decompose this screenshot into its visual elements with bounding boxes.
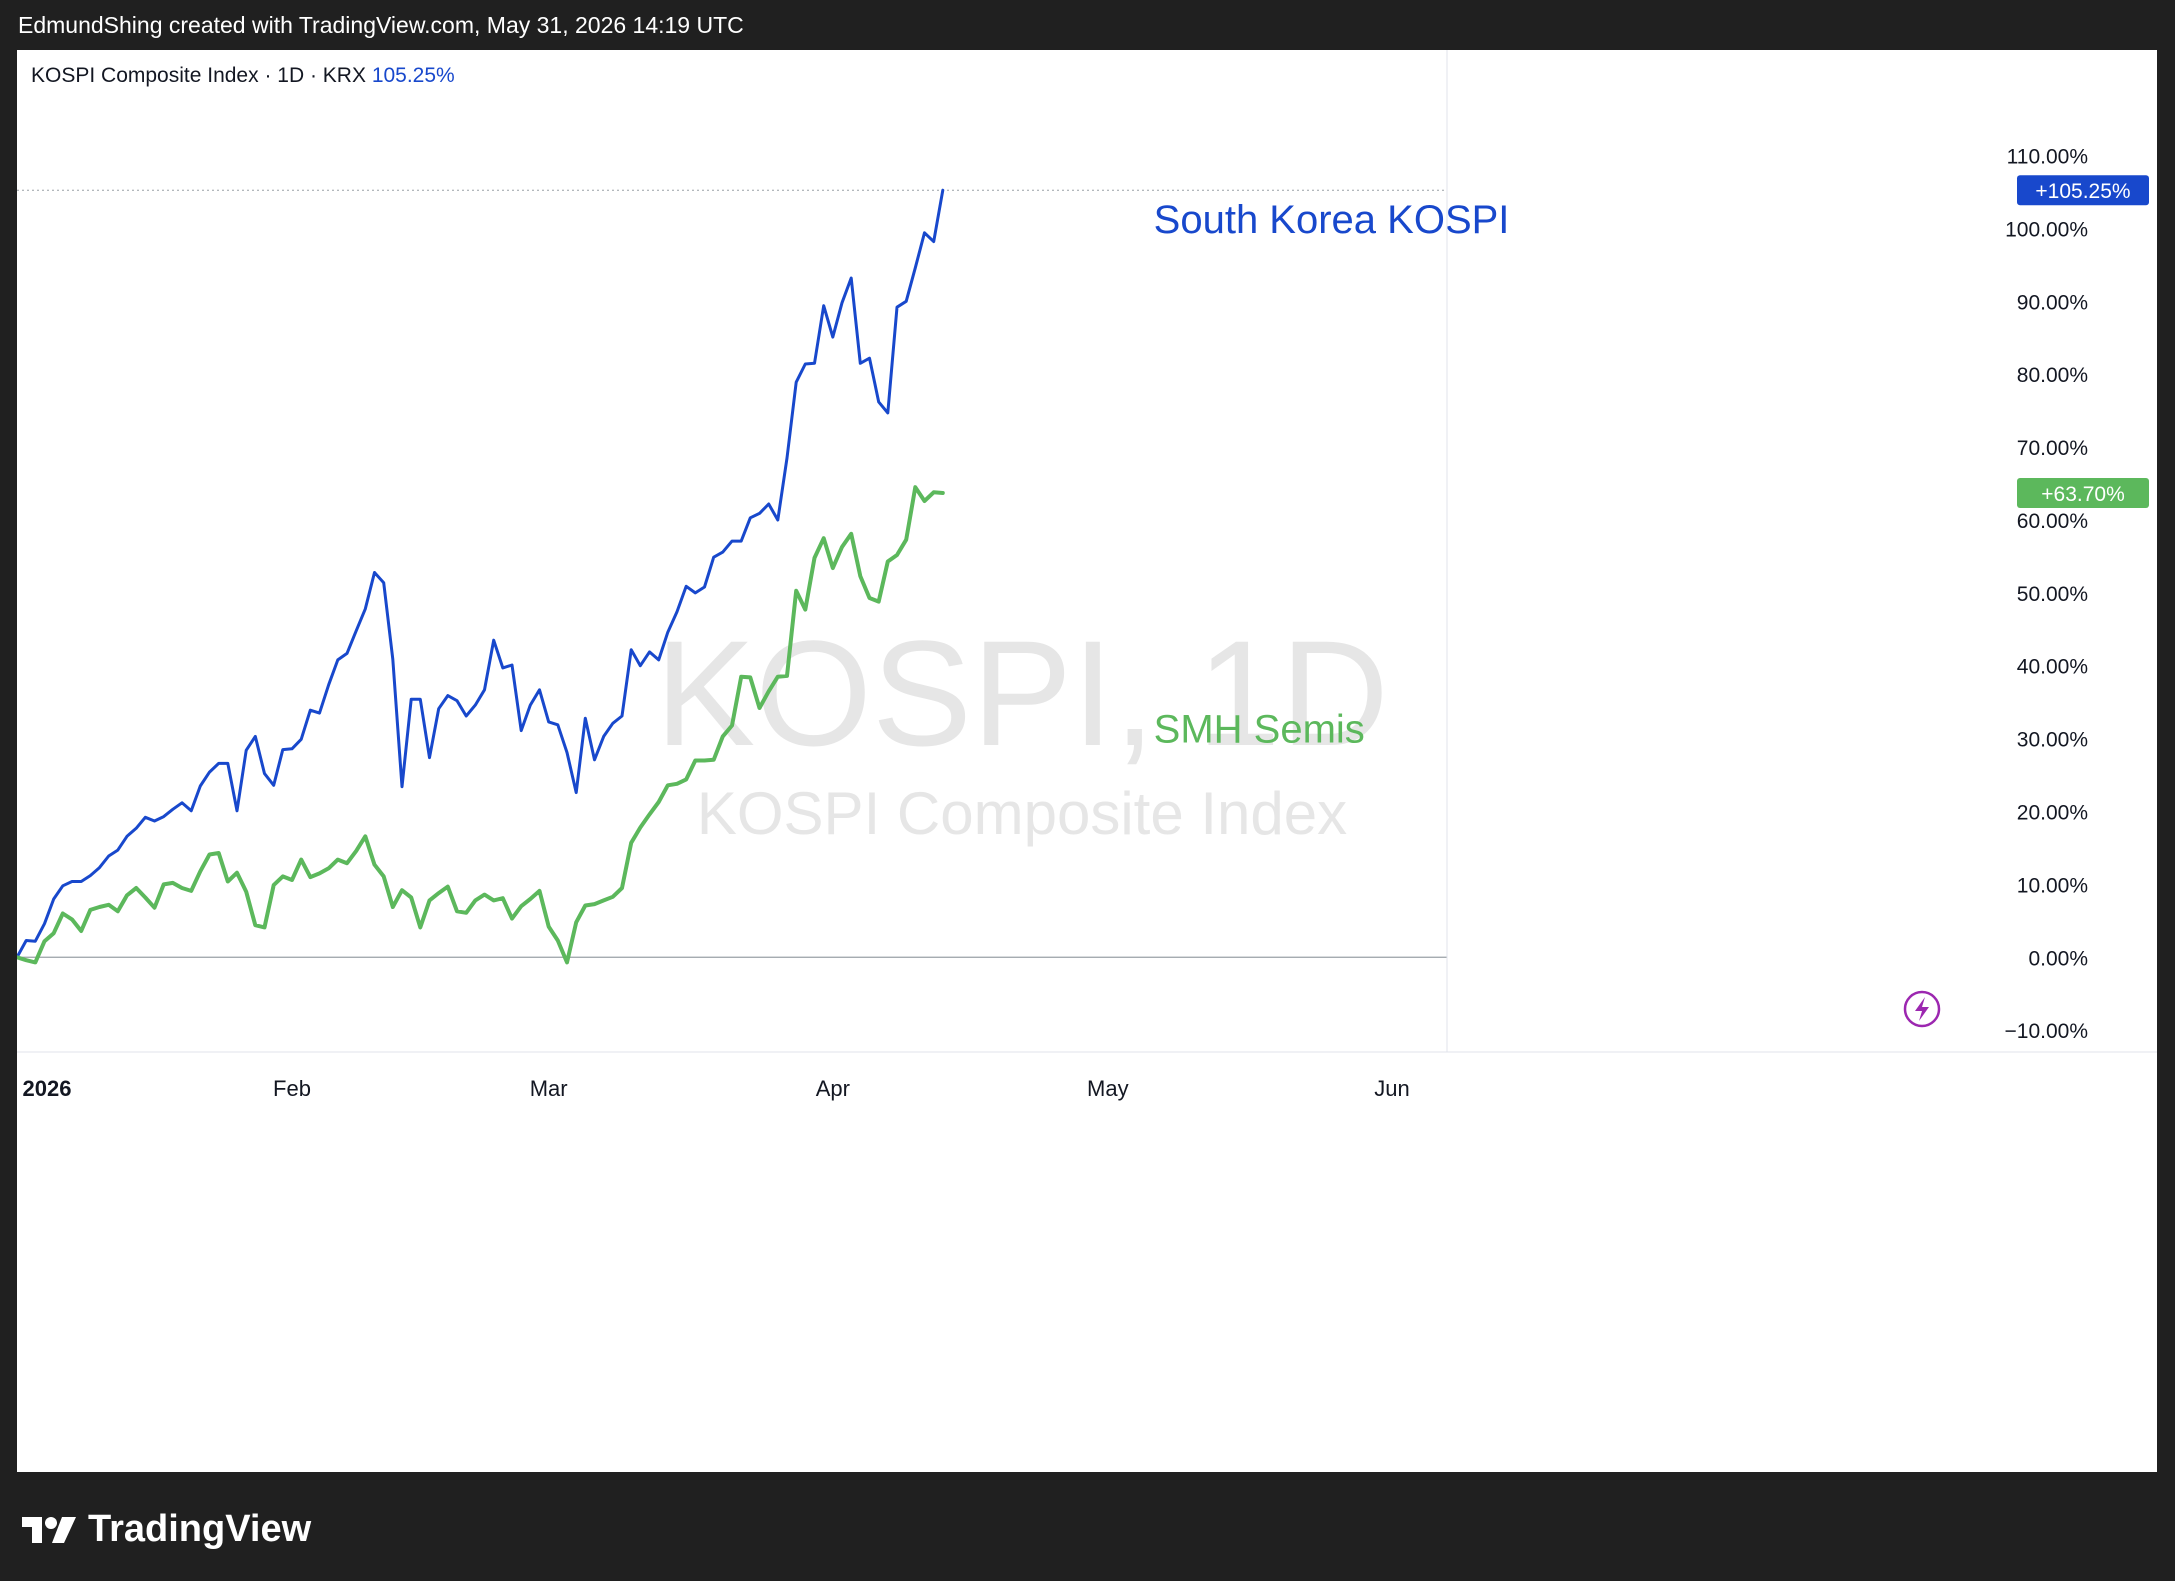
y-tick-label: 40.00%: [2017, 656, 2088, 679]
lightning-icon[interactable]: [1903, 990, 1941, 1028]
symbol-legend[interactable]: KOSPI Composite Index · 1D · KRX 105.25%: [31, 64, 455, 88]
smh-annotation: SMH Semis: [1154, 707, 1365, 751]
kospi-last-value-label: +105.25%: [2035, 180, 2130, 203]
y-tick-label: 100.00%: [2005, 218, 2088, 241]
x-tick-label: May: [1087, 1076, 1129, 1101]
tradingview-logo-icon: [22, 1516, 76, 1543]
alert-layer: [1903, 990, 1941, 1028]
kospi-last-value-badge: [2017, 175, 2149, 206]
y-tick-label: 60.00%: [2017, 510, 2088, 533]
y-tick-label: 90.00%: [2017, 291, 2088, 314]
zero-line-layer: [17, 189, 1447, 958]
y-tick-label: 50.00%: [2017, 583, 2088, 606]
chart-svg[interactable]: South Korea KOSPI SMH Semis 110.00% 100.00…: [17, 50, 2157, 1472]
chart-attribution: EdmundShing created with TradingView.com…: [18, 12, 744, 38]
legend-symbol: KOSPI Composite Index · 1D · KRX: [31, 64, 366, 87]
y-tick-label: 30.00%: [2017, 729, 2088, 752]
brand-name: TradingView: [88, 1508, 312, 1550]
series-layer: [17, 188, 945, 965]
y-tick-label: 20.00%: [2017, 802, 2088, 825]
lightning-icon-bolt: [1915, 997, 1929, 1021]
tradingview-brand[interactable]: TradingView: [22, 1508, 311, 1551]
y-tick-label: 0.00%: [2028, 947, 2088, 970]
x-tick-label: 2026: [23, 1076, 72, 1101]
chart-area[interactable]: KOSPI, 1D KOSPI Composite Index South Ko…: [17, 50, 2157, 1472]
x-tick-label: Mar: [530, 1076, 568, 1101]
x-tick-label: Jun: [1374, 1076, 1409, 1101]
kospi-annotation: South Korea KOSPI: [1154, 198, 1510, 242]
smh-last-value-badge: [2017, 478, 2149, 509]
y-tick-label: −10.00%: [2005, 1020, 2089, 1043]
symbol-description-watermark: KOSPI Composite Index: [696, 780, 1348, 847]
y-tick-label: 70.00%: [2017, 437, 2088, 460]
footer: TradingView: [0, 1472, 2175, 1581]
kospi-series-line: [17, 188, 945, 959]
y-tick-label: 110.00%: [2007, 146, 2088, 169]
y-tick-label: 80.00%: [2017, 364, 2088, 387]
lightning-icon-ring: [1903, 990, 1941, 1028]
time-axis-layer: 2026 Feb Mar Apr May Jun: [17, 1051, 2157, 1101]
annotation-layer: South Korea KOSPI SMH Semis: [1154, 198, 1510, 751]
smh-series-line: [17, 485, 945, 965]
legend-value: 105.25%: [371, 64, 455, 87]
x-tick-label: Apr: [816, 1076, 850, 1101]
price-axis-layer: 110.00% 100.00% 90.00% 80.00% 70.00% 60.00% 50…: [1446, 50, 2149, 1052]
symbol-watermark: KOSPI, 1D: [655, 609, 1389, 777]
smh-last-value-label: +63.70%: [2041, 483, 2125, 506]
y-tick-label: 10.00%: [2017, 874, 2088, 897]
x-tick-label: Feb: [273, 1076, 311, 1101]
